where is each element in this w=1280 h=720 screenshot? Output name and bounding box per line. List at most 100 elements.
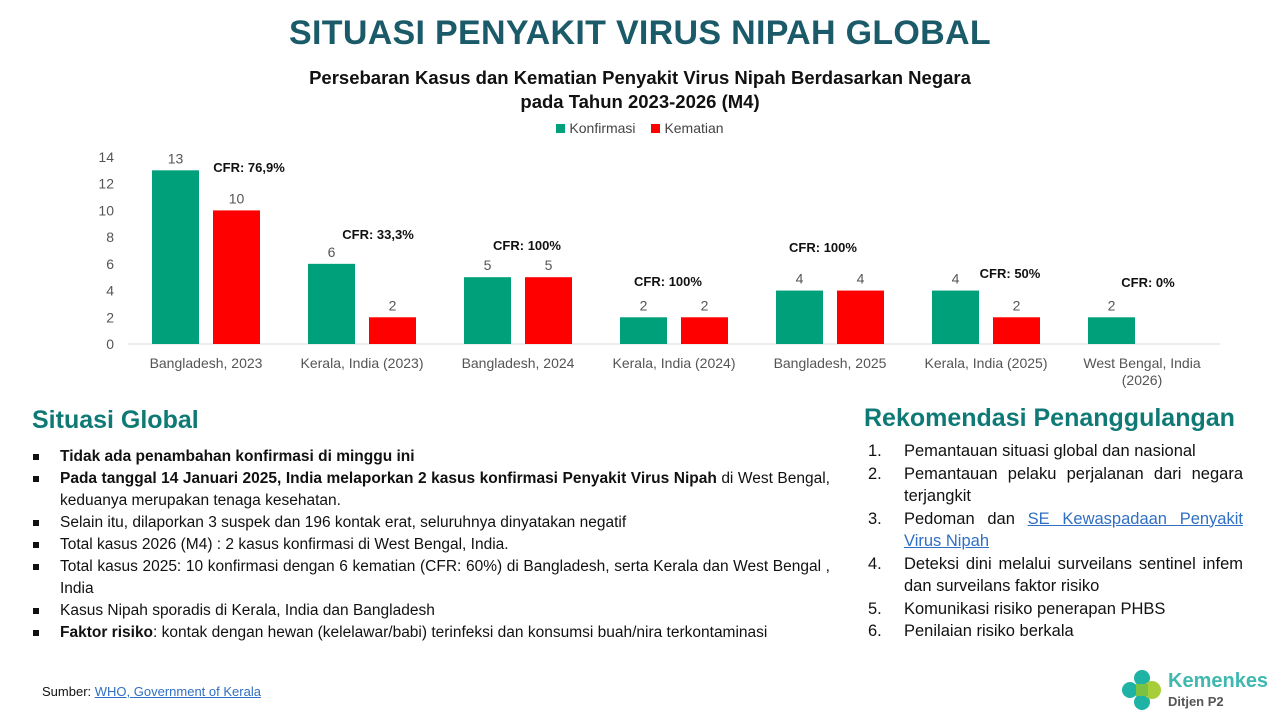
legend-swatch <box>556 124 566 133</box>
global-item: Faktor risiko: kontak dengan hewan (kele… <box>30 622 830 644</box>
y-tick-label: 6 <box>106 256 114 272</box>
chart-title: Persebaran Kasus dan Kematian Penyakit V… <box>0 66 1280 114</box>
y-tick-label: 0 <box>106 336 114 352</box>
legend-konfirmasi: Konfirmasi <box>556 120 636 136</box>
reko-item: 4. Deteksi dini melalui surveilans sentin… <box>868 553 1243 598</box>
item-number: 4. <box>868 554 882 573</box>
legend-label: Konfirmasi <box>569 120 636 136</box>
data-label: 5 <box>545 257 553 273</box>
item-text: : kontak dengan hewan (kelelawar/babi) t… <box>153 624 768 641</box>
item-text: Selain itu, dilaporkan 3 suspek dan 196 … <box>60 514 627 531</box>
kemenkes-logo: Kemenkes Ditjen P2 <box>1116 666 1276 714</box>
data-label: 5 <box>484 257 492 273</box>
x-tick-label: Bangladesh, 2023 <box>150 355 263 371</box>
cfr-annotation: CFR: 76,9% <box>213 160 285 175</box>
cfr-annotation: CFR: 100% <box>493 238 561 253</box>
x-tick-label: Bangladesh, 2024 <box>462 355 575 371</box>
data-label: 4 <box>857 271 865 287</box>
logo-sub: Ditjen P2 <box>1168 694 1224 709</box>
y-tick-label: 14 <box>98 149 114 165</box>
global-item: Tidak ada penambahan konfirmasi di mingg… <box>30 446 830 468</box>
item-text: Total kasus 2026 (M4) : 2 kasus konfirma… <box>60 536 509 553</box>
global-item: Pada tanggal 14 Januari 2025, India mela… <box>30 468 830 512</box>
bar-kematian <box>837 290 884 344</box>
reko-item: 2. Pemantauan pelaku perjalanan dari nega… <box>868 463 1243 508</box>
item-text: di West Bengal, keduanya merupakan tenag… <box>60 470 830 509</box>
page-title: SITUASI PENYAKIT VIRUS NIPAH GLOBAL <box>289 14 991 52</box>
global-item: Total kasus 2025: 10 konfirmasi dengan 6… <box>30 556 830 600</box>
global-heading: Situasi Global <box>32 406 199 434</box>
global-situation: Tidak ada penambahan konfirmasi di mingg… <box>30 446 830 644</box>
item-number: 3. <box>868 509 882 528</box>
data-label: 4 <box>952 271 960 287</box>
item-number: 6. <box>868 622 882 640</box>
bar-konfirmasi <box>152 170 199 344</box>
bar-konfirmasi <box>1088 317 1135 344</box>
x-tick-label: Kerala, India (2025) <box>925 355 1048 371</box>
item-bold: Faktor risiko <box>60 624 154 641</box>
y-tick-label: 12 <box>98 176 114 192</box>
bar-kematian <box>213 210 260 344</box>
y-tick-label: 10 <box>98 202 114 218</box>
item-text: Penilaian risiko berkala <box>904 622 1074 640</box>
logo-name: Kemenkes <box>1168 670 1269 692</box>
data-label: 13 <box>168 150 184 166</box>
global-item: Total kasus 2026 (M4) : 2 kasus konfirma… <box>30 534 830 556</box>
data-label: 6 <box>328 244 336 260</box>
bar-konfirmasi <box>932 290 979 344</box>
global-item: Kasus Nipah sporadis di Kerala, India da… <box>30 600 830 622</box>
bar-konfirmasi <box>776 290 823 344</box>
cfr-annotation: CFR: 100% <box>634 274 702 289</box>
bar-konfirmasi <box>464 277 511 344</box>
bar-konfirmasi <box>620 317 667 344</box>
source: Sumber: WHO, Government of Kerala <box>42 684 261 699</box>
recommendations: 1. Pemantauan situasi global dan nasional… <box>868 440 1243 643</box>
x-tick-label: Kerala, India (2024) <box>613 355 736 371</box>
legend-kematian: Kematian <box>651 120 724 136</box>
reko-heading: Rekomendasi Penanggulangan <box>864 404 1235 432</box>
data-label: 2 <box>1108 297 1116 313</box>
item-number: 5. <box>868 599 882 618</box>
item-number: 2. <box>868 464 882 483</box>
data-label: 2 <box>640 297 648 313</box>
cfr-annotation: CFR: 50% <box>980 266 1041 281</box>
link-who[interactable]: WHO <box>94 684 127 699</box>
item-bold: Pada tanggal 14 Januari 2025, India mela… <box>60 470 717 487</box>
x-tick-label: West Bengal, India (2026) <box>1083 355 1200 388</box>
legend-swatch <box>651 124 661 133</box>
item-bold: Tidak ada penambahan konfirmasi di mingg… <box>60 448 415 465</box>
data-label: 4 <box>796 271 804 287</box>
bar-chart: 0 2 4 6 8 10 12 14 Bangladesh, 2023 13 10 CFR: 76,9… <box>98 149 1220 388</box>
cfr-annotation: CFR: 0% <box>1121 275 1175 290</box>
data-label: 10 <box>229 190 245 206</box>
item-text: Pemantauan situasi global dan nasional <box>904 442 1196 460</box>
source-sep: , <box>126 684 134 699</box>
item-text: Komunikasi risiko penerapan PHBS <box>904 599 1166 618</box>
global-item: Selain itu, dilaporkan 3 suspek dan 196 … <box>30 512 830 534</box>
reko-item: 6. Penilaian risiko berkala <box>868 620 1243 643</box>
data-label: 2 <box>389 297 397 313</box>
cfr-annotation: CFR: 100% <box>789 240 857 255</box>
item-text: Pemantauan pelaku perjalanan dari negara… <box>904 464 1243 506</box>
y-tick-label: 4 <box>106 283 114 299</box>
bar-konfirmasi <box>308 263 355 344</box>
bar-kematian <box>525 277 572 344</box>
link-kerala[interactable]: Government of Kerala <box>133 684 261 699</box>
kemenkes-logo-icon <box>1122 670 1161 710</box>
item-text: Kasus Nipah sporadis di Kerala, India da… <box>60 602 435 619</box>
data-label: 2 <box>1013 297 1021 313</box>
cfr-annotation: CFR: 33,3% <box>342 227 414 242</box>
item-number: 1. <box>868 442 882 460</box>
item-text: Deteksi dini melalui surveilans sentinel… <box>904 554 1243 596</box>
x-tick-label: Bangladesh, 2025 <box>774 355 887 371</box>
item-text: Total kasus 2025: 10 konfirmasi dengan 6… <box>60 558 830 597</box>
link-se-kewaspadaan[interactable]: SE Kewaspadaan Penyakit Virus Nipah <box>904 509 1243 551</box>
bar-kematian <box>681 317 728 344</box>
data-label: 2 <box>701 297 709 313</box>
reko-item: 5. Komunikasi risiko penerapan PHBS <box>868 598 1243 621</box>
source-label: Sumber: <box>42 684 95 699</box>
y-tick-label: 2 <box>106 309 114 325</box>
chart-title-line2: pada Tahun 2023-2026 (M4) <box>520 91 760 112</box>
bar-kematian <box>993 317 1040 344</box>
